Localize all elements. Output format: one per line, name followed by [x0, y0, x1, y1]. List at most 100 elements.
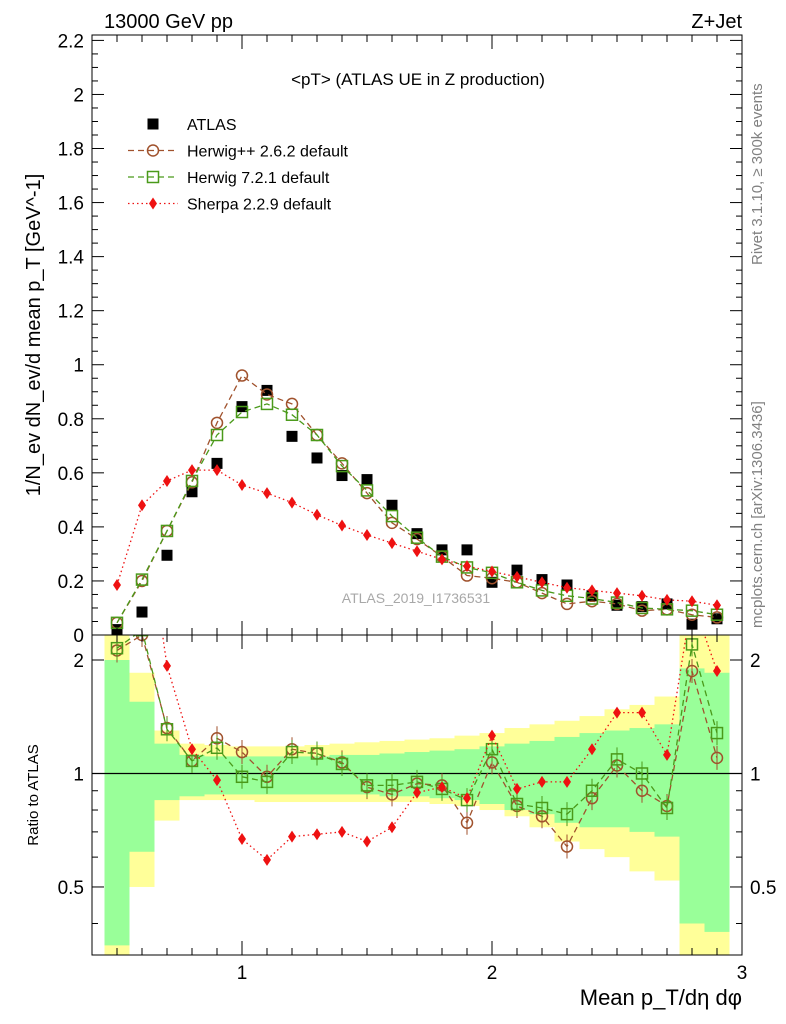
header-left: 13000 GeV pp: [104, 11, 233, 33]
x-tick-label: 3: [737, 963, 748, 984]
ratio-point: [385, 779, 399, 792]
legend-entry-sherpa-2-2-9-default: Sherpa 2.2.9 default: [128, 197, 332, 214]
ratio-series-sherpa-2-2-9-default: [161, 635, 721, 866]
data-point: [113, 579, 121, 591]
ratio-point: [235, 745, 249, 759]
data-point: [513, 570, 521, 583]
ratio-point: [213, 774, 221, 787]
ratio-point: [313, 828, 321, 841]
legend-entry-herwig-7-2-1-default: Herwig 7.2.1 default: [128, 170, 330, 187]
data-point: [686, 618, 698, 630]
data-point: [186, 486, 198, 498]
ratio-point: [710, 751, 724, 765]
uncertainty-band-inner: [154, 743, 180, 801]
data-point: [210, 416, 224, 430]
data-point: [463, 560, 471, 573]
ratio-plot-area: [92, 635, 742, 955]
ratio-point: [488, 729, 496, 742]
data-point: [138, 499, 146, 512]
ratio-point: [163, 659, 171, 672]
labels: 13000 GeV pp Z+Jet Rivet 3.1.10, ≥ 300k …: [23, 11, 766, 1010]
y-tick-label-main: 2: [73, 85, 84, 106]
ratio-point: [235, 770, 249, 784]
data-point: [263, 487, 271, 500]
ratio-point: [388, 821, 396, 834]
rivet-version-label: Rivet 3.1.10, ≥ 300k events: [749, 83, 766, 265]
y-tick-label-main: 0.4: [58, 518, 85, 539]
data-point: [385, 516, 399, 530]
ratio-series-herwig-7-2-1-default: [110, 635, 724, 827]
data-point: [260, 397, 274, 411]
ratio-point: [660, 801, 674, 815]
legend-entry-atlas: ATLAS: [147, 117, 237, 134]
y-axis-label-ratio: Ratio to ATLAS: [25, 744, 42, 845]
data-point: [335, 459, 349, 473]
legend-marker: [146, 144, 160, 157]
ratio-point: [563, 775, 571, 788]
main-plot-area: [110, 369, 724, 635]
ratio-point: [438, 781, 446, 794]
x-tick-label: 2: [487, 963, 498, 984]
ratio-point: [610, 753, 624, 766]
uncertainty-band-inner: [604, 730, 630, 828]
data-point: [385, 509, 399, 523]
ratio-point: [613, 706, 621, 719]
data-point: [560, 597, 574, 611]
ratio-point: [560, 840, 574, 853]
mcplots-label: mcplots.cern.ch [arXiv:1306.3436]: [749, 401, 766, 628]
data-point: [136, 606, 148, 618]
series-herwig-7-2-1-default: [110, 397, 724, 630]
y-tick-label-main: 1.6: [58, 194, 84, 215]
data-point: [713, 599, 721, 612]
legend-entry-herwig-2-6-2-default: Herwig++ 2.6.2 default: [128, 144, 349, 161]
legend-marker: [149, 197, 157, 210]
data-point: [413, 545, 421, 558]
ratio-point: [685, 664, 699, 678]
ratio-point: [560, 807, 574, 821]
data-point: [410, 531, 424, 544]
y-tick-label-ratio-right: 2: [750, 651, 761, 672]
data-point: [211, 457, 223, 469]
y-tick-label-ratio: 2: [73, 651, 84, 672]
ratio-point: [160, 723, 174, 736]
y-tick-label-ratio: 0.5: [58, 878, 84, 899]
ratio-point: [585, 784, 599, 797]
y-tick-label-main: 1: [73, 356, 84, 377]
series-sherpa-2-2-9-default: [113, 464, 721, 612]
data-point: [636, 601, 648, 613]
ratio-panel: [92, 635, 742, 955]
ratio-point: [263, 853, 271, 866]
main-title: <pT> (ATLAS UE in Z production): [291, 70, 545, 89]
header-right: Z+Jet: [691, 11, 742, 33]
data-point: [588, 584, 596, 597]
ratio-point: [460, 816, 474, 830]
legend-marker: [147, 118, 159, 130]
y-tick-label-main: 0.6: [58, 464, 84, 485]
y-tick-label-main: 1.2: [58, 302, 84, 323]
ratio-point: [360, 779, 374, 792]
data-point: [235, 405, 249, 419]
data-point: [338, 519, 346, 532]
uncertainty-band-inner: [679, 668, 705, 924]
ratio-point: [663, 748, 671, 761]
ratio-point: [638, 706, 646, 719]
data-point: [313, 508, 321, 521]
series-line: [116, 403, 718, 624]
legend-label: Herwig 7.2.1 default: [187, 170, 330, 187]
data-point: [311, 452, 323, 464]
data-point: [363, 529, 371, 541]
ratio-point: [238, 833, 246, 846]
data-point: [511, 564, 523, 576]
ratio-point: [513, 782, 521, 795]
data-point: [611, 599, 623, 611]
legend-label: Herwig++ 2.6.2 default: [187, 144, 349, 161]
ratio-point: [463, 792, 471, 805]
data-point: [261, 384, 273, 396]
legend-label: Sherpa 2.2.9 default: [187, 197, 332, 214]
main-panel: [110, 369, 724, 635]
data-point: [285, 408, 299, 421]
data-point: [235, 369, 249, 382]
data-point: [160, 524, 174, 538]
y-tick-label-main: 1.8: [58, 140, 84, 161]
